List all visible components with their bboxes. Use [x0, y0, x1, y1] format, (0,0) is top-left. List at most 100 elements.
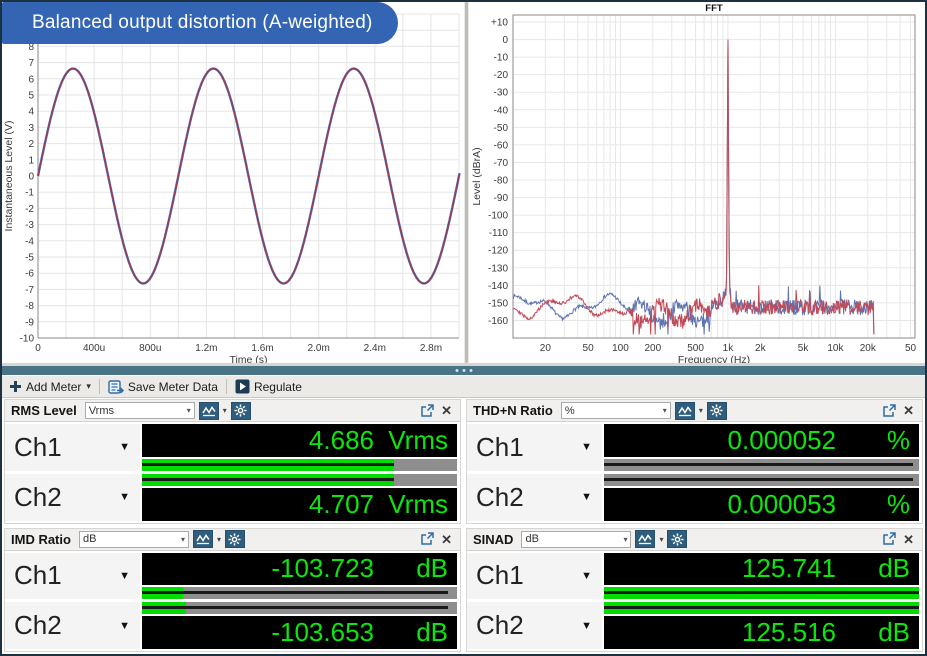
- unit-dropdown[interactable]: Vrms ▾: [84, 402, 195, 419]
- channel-name: Ch1: [476, 431, 524, 462]
- channel-row: Ch1 ▼ 0.000052 %: [467, 424, 919, 471]
- meter-reading-display: -103.723 dB: [142, 552, 457, 586]
- chevron-down-icon: ▾: [180, 534, 185, 544]
- level-bar-peak: [142, 591, 448, 595]
- channel-row: Ch1 ▼ -103.723 dB: [5, 552, 457, 600]
- svg-text:3: 3: [28, 123, 34, 134]
- level-bar: [142, 587, 457, 600]
- toolbar-separator: [98, 379, 100, 394]
- channel-row: Ch2 ▼ 125.516 dB: [467, 602, 919, 649]
- svg-text:500: 500: [687, 343, 704, 354]
- chevron-down-icon: ▾: [86, 381, 91, 391]
- meter-value: 0.000052: [727, 424, 836, 455]
- chevron-down-icon: ▼: [581, 491, 592, 504]
- fft-pane: +10 0 -10 -20 -30 -40 -50 -60 -70 -80 -90 -100 -110 -…: [469, 2, 925, 366]
- pane-splitter-horizontal[interactable]: [2, 363, 925, 375]
- save-meter-data-button[interactable]: Save Meter Data: [102, 376, 224, 397]
- svg-text:-10: -10: [20, 334, 35, 345]
- svg-text:-60: -60: [494, 140, 509, 151]
- svg-text:2: 2: [28, 139, 34, 150]
- popout-icon: [883, 403, 896, 417]
- unit-dropdown[interactable]: dB ▾: [78, 530, 189, 548]
- settings-button[interactable]: [224, 530, 245, 548]
- level-bar: [142, 602, 457, 615]
- unit-dropdown[interactable]: % ▾: [560, 402, 671, 419]
- settings-button[interactable]: [706, 401, 727, 420]
- pane-splitter-vertical[interactable]: [464, 2, 469, 363]
- popout-button[interactable]: [419, 403, 435, 419]
- channel-name: Ch1: [14, 560, 62, 591]
- meter-unit: dB: [878, 617, 910, 648]
- meter-unit: %: [886, 424, 910, 455]
- settings-button[interactable]: [230, 401, 251, 420]
- meter-header: SINAD dB ▾ ▾: [467, 528, 922, 551]
- meter-panel-imd: IMD Ratio dB ▾ ▾: [4, 527, 461, 652]
- channel-selector[interactable]: Ch2 ▼: [5, 602, 140, 649]
- svg-text:-4: -4: [25, 236, 34, 247]
- meter-value: 125.741: [742, 553, 836, 584]
- unit-dropdown[interactable]: dB ▾: [521, 530, 632, 548]
- settings-button[interactable]: [667, 530, 688, 548]
- channel-selector[interactable]: Ch2 ▼: [5, 473, 140, 521]
- chevron-down-icon: ▼: [581, 619, 592, 632]
- meter-value: 125.516: [742, 617, 836, 648]
- close-icon[interactable]: ✕: [903, 531, 914, 547]
- close-icon[interactable]: ✕: [903, 403, 914, 418]
- meter-unit: dB: [416, 553, 448, 584]
- meter-title: RMS Level: [11, 403, 77, 418]
- channel-selector[interactable]: Ch2 ▼: [467, 602, 602, 649]
- channel-selector[interactable]: Ch1 ▼: [5, 552, 140, 600]
- meter-display-mode-button[interactable]: [674, 401, 695, 420]
- level-bar-peak: [604, 606, 919, 610]
- channel-selector[interactable]: Ch2 ▼: [467, 473, 602, 521]
- svg-text:-120: -120: [488, 246, 508, 257]
- play-icon: [235, 379, 250, 394]
- channel-selector[interactable]: Ch1 ▼: [467, 552, 602, 600]
- svg-text:Time (s): Time (s): [229, 354, 267, 363]
- channel-row: Ch2 ▼ -103.653 dB: [5, 602, 457, 649]
- channel-selector[interactable]: Ch1 ▼: [5, 424, 140, 471]
- svg-text:20k: 20k: [860, 343, 877, 354]
- meter-header: THD+N Ratio % ▾ ▾: [467, 400, 922, 422]
- unit-dropdown-value: Vrms: [88, 404, 115, 417]
- svg-text:-130: -130: [488, 263, 508, 274]
- chevron-down-icon[interactable]: ▾: [216, 534, 221, 544]
- meter-display-mode-button[interactable]: [192, 530, 213, 548]
- chevron-down-icon: ▼: [119, 619, 130, 632]
- regulate-button[interactable]: Regulate: [229, 376, 308, 397]
- meter-display-mode-button[interactable]: [635, 530, 656, 548]
- close-icon[interactable]: ✕: [441, 403, 452, 418]
- svg-text:2.8m: 2.8m: [420, 343, 442, 354]
- add-meter-button[interactable]: Add Meter ▾: [3, 376, 97, 397]
- popout-button[interactable]: [419, 531, 435, 547]
- meter-display-mode-button[interactable]: [198, 401, 219, 420]
- popout-button[interactable]: [881, 403, 897, 419]
- meter-unit: %: [886, 488, 910, 519]
- chevron-down-icon: ▼: [119, 441, 130, 454]
- popout-button[interactable]: [881, 531, 897, 547]
- chevron-down-icon[interactable]: ▾: [659, 534, 664, 544]
- meter-unit: dB: [878, 553, 910, 584]
- close-icon[interactable]: ✕: [441, 531, 452, 547]
- chevron-down-icon[interactable]: ▾: [222, 406, 227, 415]
- meter-value: -103.723: [271, 553, 374, 584]
- svg-text:800u: 800u: [139, 343, 161, 354]
- meters-grid: RMS Level Vrms ▾ ▾: [2, 398, 925, 654]
- level-bar-peak: [142, 477, 394, 481]
- fft-plot: +10 0 -10 -20 -30 -40 -50 -60 -70 -80 -90 -100 -110 -…: [471, 3, 917, 366]
- toolbar-separator: [225, 379, 227, 394]
- meter-reading-display: 0.000052 %: [604, 424, 919, 457]
- svg-text:-7: -7: [25, 285, 34, 296]
- svg-text:8: 8: [28, 42, 34, 53]
- chevron-down-icon: ▼: [119, 491, 130, 504]
- chevron-down-icon[interactable]: ▾: [698, 406, 703, 415]
- svg-text:-10: -10: [494, 53, 509, 64]
- channel-row: Ch2 ▼ 0.000053 %: [467, 473, 919, 521]
- svg-text:2.0m: 2.0m: [308, 343, 330, 354]
- channel-selector[interactable]: Ch1 ▼: [467, 424, 602, 471]
- svg-text:-30: -30: [494, 88, 509, 99]
- gear-icon: [671, 532, 684, 546]
- level-bar-peak: [142, 606, 448, 610]
- svg-text:+10: +10: [491, 18, 508, 29]
